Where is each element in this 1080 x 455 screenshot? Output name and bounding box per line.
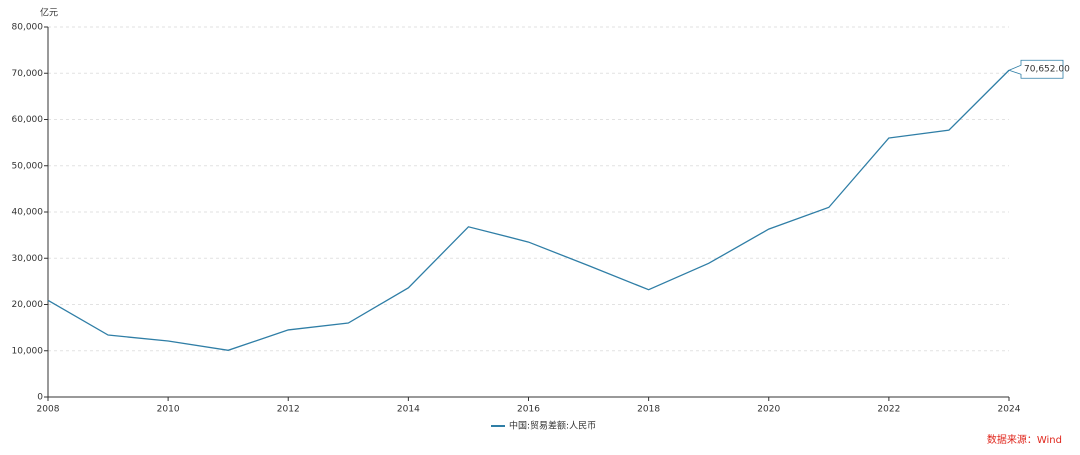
y-tick-label: 10,000 xyxy=(12,346,44,356)
x-tick-label: 2014 xyxy=(397,405,420,415)
y-tick-label: 60,000 xyxy=(12,115,44,125)
x-tick-label: 2008 xyxy=(37,405,60,415)
y-tick-label: 80,000 xyxy=(12,23,44,33)
x-tick-label: 2010 xyxy=(157,405,180,415)
y-tick-label: 30,000 xyxy=(12,254,44,264)
x-tick-label: 2024 xyxy=(998,405,1021,415)
x-tick-label: 2016 xyxy=(517,405,540,415)
x-tick-label: 2018 xyxy=(637,405,660,415)
y-tick-label: 0 xyxy=(37,393,43,403)
source: 数据来源：Wind xyxy=(987,433,1062,446)
y-tick-label: 20,000 xyxy=(12,300,44,310)
y-unit: 亿元 xyxy=(40,7,58,19)
data-label: 70,652.00 xyxy=(1024,65,1070,75)
y-tick-label: 50,000 xyxy=(12,161,44,171)
x-tick-label: 2012 xyxy=(277,405,300,415)
y-tick-label: 70,000 xyxy=(12,69,44,79)
line-series xyxy=(47,69,1010,351)
label-callout xyxy=(1007,59,1064,79)
legend-label: 中国:贸易差额:人民币 xyxy=(509,420,596,432)
x-tick-label: 2022 xyxy=(877,405,900,415)
y-tick-label: 40,000 xyxy=(12,208,44,218)
x-tick-label: 2020 xyxy=(757,405,780,415)
